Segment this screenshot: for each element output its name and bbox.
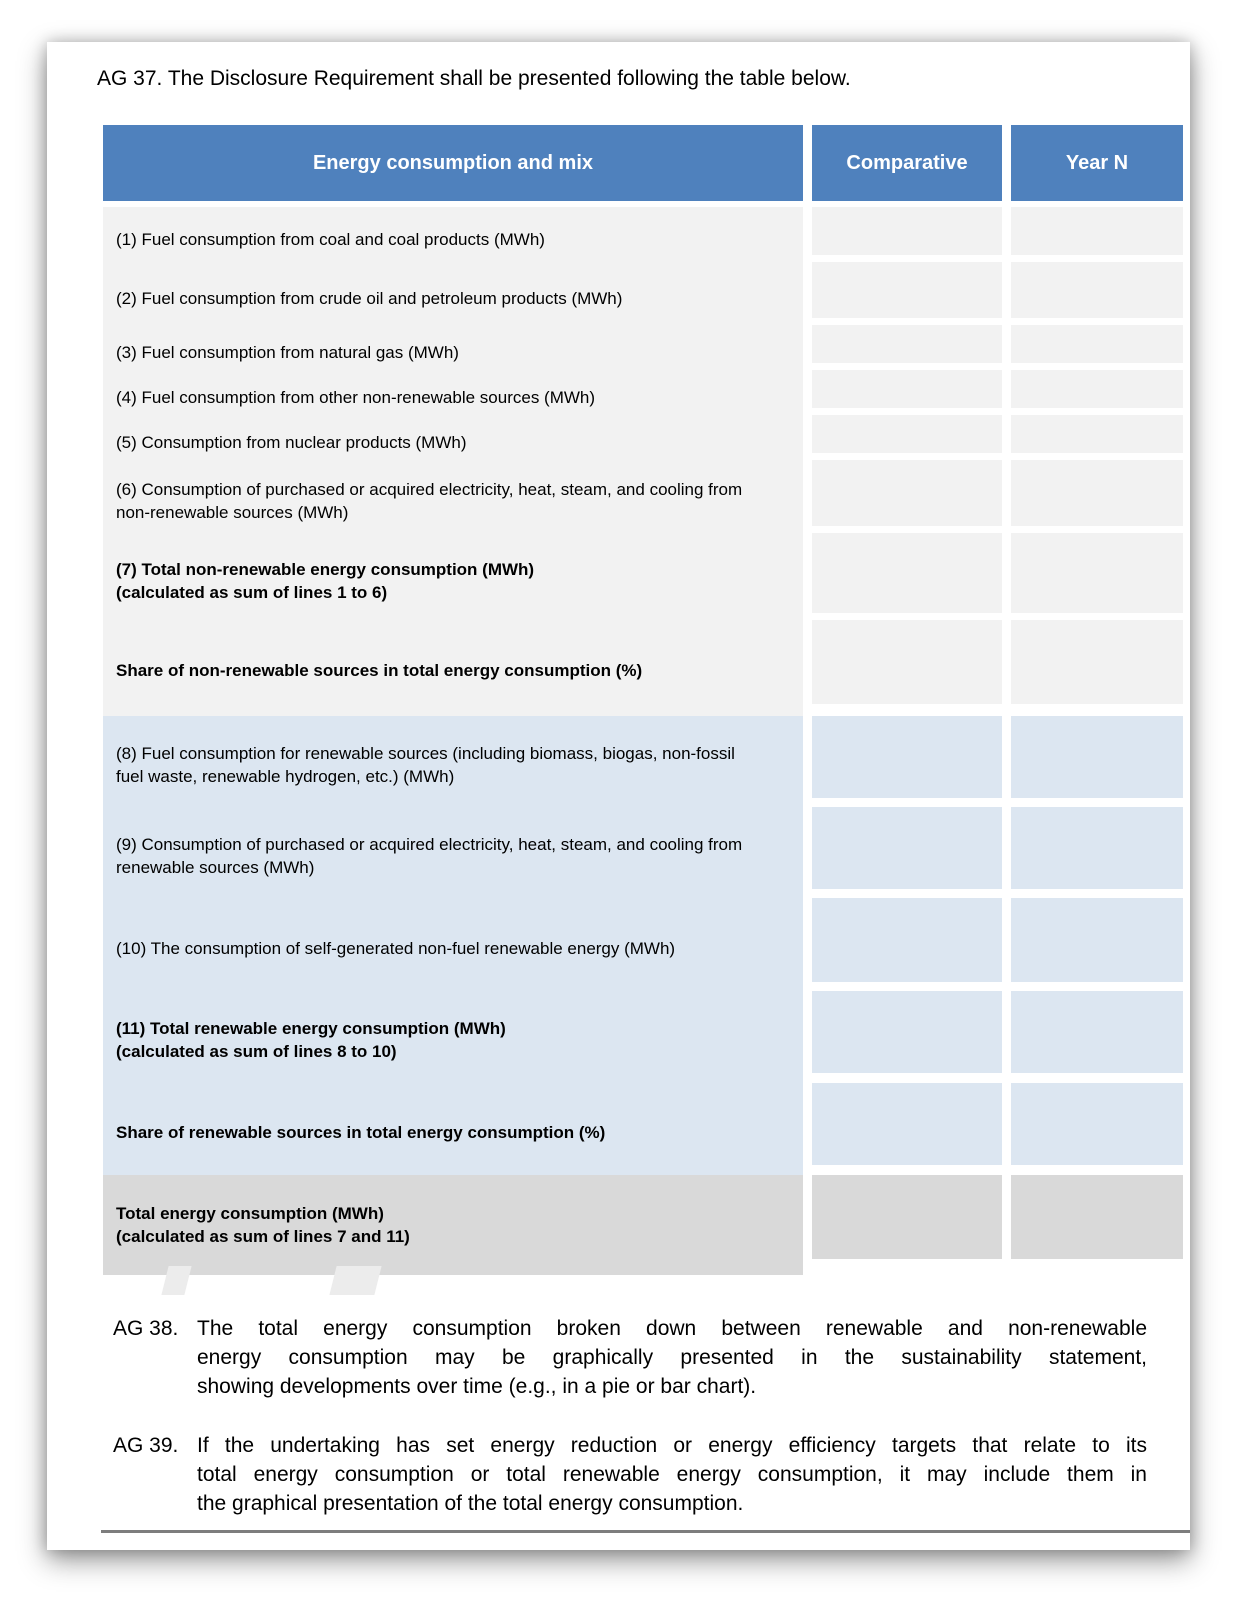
table-row: (11) Total renewable energy consumption … xyxy=(103,991,1183,1089)
table-row: (2) Fuel consumption from crude oil and … xyxy=(103,262,1183,334)
paragraph-ag38: AG 38. The total energy consumption broke… xyxy=(113,1314,1147,1401)
cell-year-n xyxy=(1011,325,1183,363)
cell-comparative xyxy=(812,1175,1002,1259)
paragraph-line: energy consumption may be graphically pr… xyxy=(197,1346,1147,1369)
cell-comparative xyxy=(812,325,1002,363)
cell-year-n xyxy=(1011,460,1183,526)
cell-comparative xyxy=(812,991,1002,1073)
row-label-line1: (8) Fuel consumption for renewable sourc… xyxy=(116,744,735,786)
row-label: (1) Fuel consumption from coal and coal … xyxy=(103,207,803,271)
table-row: (4) Fuel consumption from other non-rene… xyxy=(103,370,1183,424)
cell-comparative xyxy=(812,1083,1002,1165)
header-cell-year-n: Year N xyxy=(1011,125,1183,201)
cell-year-n xyxy=(1011,620,1183,704)
paragraph-line: showing developments over time (e.g., in… xyxy=(197,1375,757,1398)
paragraph-text: The total energy consumption broken down… xyxy=(197,1314,1147,1401)
table-row: (5) Consumption from nuclear products (M… xyxy=(103,415,1183,469)
table-row: (3) Fuel consumption from natural gas (M… xyxy=(103,325,1183,379)
cell-year-n xyxy=(1011,716,1183,798)
table-header-row: Energy consumption and mix Comparative Yea… xyxy=(103,125,1183,201)
row-label-line1: Total energy consumption (MWh) xyxy=(116,1204,384,1223)
cell-year-n xyxy=(1011,370,1183,408)
row-label: (9) Consumption of purchased or acquired… xyxy=(103,807,803,905)
table-row: (9) Consumption of purchased or acquired… xyxy=(103,807,1183,905)
cell-comparative xyxy=(812,716,1002,798)
row-label-line2: (calculated as sum of lines 1 to 6) xyxy=(116,583,388,602)
footer-rule xyxy=(101,1530,1190,1533)
cell-comparative xyxy=(812,620,1002,704)
paragraph-line: If the undertaking has set energy reduct… xyxy=(197,1434,1147,1457)
row-label: Share of renewable sources in total ener… xyxy=(103,1083,803,1181)
table-row: (8) Fuel consumption for renewable sourc… xyxy=(103,716,1183,814)
row-label-line1: (1) Fuel consumption from coal and coal … xyxy=(116,229,545,249)
table-row: (6) Consumption of purchased or acquired… xyxy=(103,460,1183,542)
paragraph-line: the graphical presentation of the total … xyxy=(197,1492,744,1515)
paragraph-line: The total energy consumption broken down… xyxy=(197,1317,1147,1340)
energy-table: Energy consumption and mix Comparative Yea… xyxy=(103,125,1183,1275)
row-label: (8) Fuel consumption for renewable sourc… xyxy=(103,716,803,814)
table-row: (1) Fuel consumption from coal and coal … xyxy=(103,207,1183,271)
cell-year-n xyxy=(1011,262,1183,318)
cell-comparative xyxy=(812,460,1002,526)
cell-year-n xyxy=(1011,533,1183,613)
table-row: (10) The consumption of self-generated n… xyxy=(103,898,1183,998)
paragraph-ag39: AG 39. If the undertaking has set energy … xyxy=(113,1431,1147,1518)
row-label-line1: (4) Fuel consumption from other non-rene… xyxy=(116,387,596,407)
row-label-line1: (2) Fuel consumption from crude oil and … xyxy=(116,288,623,308)
row-label: (2) Fuel consumption from crude oil and … xyxy=(103,262,803,334)
cell-comparative xyxy=(812,415,1002,453)
cell-comparative xyxy=(812,207,1002,255)
row-label: Share of non-renewable sources in total … xyxy=(103,620,803,720)
row-label-line1: (11) Total renewable energy consumption … xyxy=(116,1019,506,1038)
cell-year-n xyxy=(1011,1083,1183,1165)
paragraph-ref: AG 39. xyxy=(113,1434,179,1457)
cell-year-n xyxy=(1011,1175,1183,1259)
table-row: (7) Total non-renewable energy consumpti… xyxy=(103,533,1183,629)
row-label-line1: (6) Consumption of purchased or acquired… xyxy=(116,480,743,522)
cell-comparative xyxy=(812,807,1002,889)
row-label: (10) The consumption of self-generated n… xyxy=(103,898,803,998)
watermark-stroke xyxy=(329,1266,382,1295)
paragraph-ref: AG 38. xyxy=(113,1317,179,1340)
row-label-line1: Share of renewable sources in total ener… xyxy=(116,1122,606,1142)
row-label-line1: (3) Fuel consumption from natural gas (M… xyxy=(116,342,459,362)
paragraph-line: total energy consumption or total renewa… xyxy=(197,1463,1147,1486)
cell-year-n xyxy=(1011,415,1183,453)
row-label: (6) Consumption of purchased or acquired… xyxy=(103,460,803,542)
row-label-line1: (5) Consumption from nuclear products (M… xyxy=(116,432,467,452)
cell-year-n xyxy=(1011,207,1183,255)
row-label: Total energy consumption (MWh) (calculate… xyxy=(103,1175,803,1275)
row-label-line1: (9) Consumption of purchased or acquired… xyxy=(116,835,743,877)
row-label-line2: (calculated as sum of lines 7 and 11) xyxy=(116,1227,410,1246)
header-cell-energy-mix: Energy consumption and mix xyxy=(103,125,803,201)
table-row: Total energy consumption (MWh) (calculate… xyxy=(103,1175,1183,1275)
row-label-line2: (calculated as sum of lines 8 to 10) xyxy=(116,1042,397,1061)
cell-year-n xyxy=(1011,991,1183,1073)
row-label-line1: (10) The consumption of self-generated n… xyxy=(116,938,676,958)
cell-comparative xyxy=(812,533,1002,613)
table-row: Share of non-renewable sources in total … xyxy=(103,620,1183,720)
cell-comparative xyxy=(812,262,1002,318)
paragraph-text: If the undertaking has set energy reduct… xyxy=(197,1431,1147,1518)
row-label: (7) Total non-renewable energy consumpti… xyxy=(103,533,803,629)
row-label-line1: Share of non-renewable sources in total … xyxy=(116,660,643,680)
page-title: AG 37. The Disclosure Requirement shall … xyxy=(97,67,851,90)
header-cell-comparative: Comparative xyxy=(812,125,1002,201)
cell-year-n xyxy=(1011,807,1183,889)
table-row: Share of renewable sources in total ener… xyxy=(103,1083,1183,1181)
cell-comparative xyxy=(812,370,1002,408)
document-page: AG 37. The Disclosure Requirement shall … xyxy=(47,42,1190,1550)
cell-comparative xyxy=(812,898,1002,982)
row-label: (11) Total renewable energy consumption … xyxy=(103,991,803,1089)
cell-year-n xyxy=(1011,898,1183,982)
row-label-line1: (7) Total non-renewable energy consumpti… xyxy=(116,560,535,579)
